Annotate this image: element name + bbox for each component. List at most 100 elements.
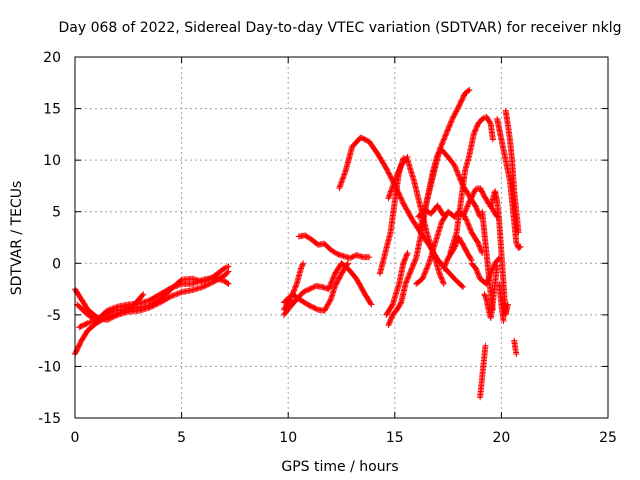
y-axis-title: SDTVAR / TECUs <box>9 181 25 296</box>
series-track-24 <box>494 115 524 251</box>
data-point <box>199 284 206 291</box>
data-point <box>405 273 412 280</box>
data-point <box>387 318 394 325</box>
data-point <box>386 171 393 178</box>
data-point <box>203 282 210 289</box>
data-point <box>463 217 470 224</box>
data-point <box>466 224 473 231</box>
data-point <box>460 284 467 291</box>
data-point <box>461 210 468 217</box>
data-point <box>472 265 479 272</box>
data-point <box>171 283 178 290</box>
data-point <box>170 292 177 299</box>
tick-labels: 0 5 10 15 20 25 -15 -10 -5 0 5 10 15 20 <box>38 50 617 446</box>
data-point <box>422 268 429 275</box>
data-point <box>438 141 445 148</box>
data-point <box>225 268 232 275</box>
data-point <box>170 284 177 291</box>
data-point <box>438 274 445 281</box>
data-point <box>464 219 471 226</box>
data-point <box>471 128 478 135</box>
data-point <box>473 123 480 130</box>
y-tick-label: -10 <box>38 359 61 375</box>
data-point <box>517 243 524 250</box>
data-point <box>437 271 444 278</box>
data-point <box>331 273 338 280</box>
data-point <box>326 283 333 290</box>
series-track-22 <box>479 208 496 313</box>
data-point <box>344 260 351 267</box>
data-point <box>344 261 351 268</box>
series-track-27 <box>502 107 522 236</box>
data-point <box>437 273 444 280</box>
data-point <box>423 265 430 272</box>
series-track-20 <box>440 234 475 272</box>
series-track-8 <box>280 260 351 314</box>
data-point <box>465 222 472 229</box>
data-point <box>332 250 339 257</box>
data-point <box>440 136 447 143</box>
data-point <box>452 164 459 171</box>
data-point <box>191 279 198 286</box>
data-point <box>422 269 429 276</box>
data-point <box>402 253 409 260</box>
data-point <box>443 258 450 265</box>
data-point <box>472 203 479 210</box>
data-point <box>423 266 430 273</box>
x-tick-label: 10 <box>279 430 297 446</box>
data-point <box>438 142 445 149</box>
plot-frame <box>74 56 609 419</box>
data-point <box>301 288 308 295</box>
data-point <box>425 261 432 268</box>
data-point <box>466 87 473 94</box>
data-point <box>504 301 511 308</box>
data-point <box>177 289 184 296</box>
data-point <box>407 269 414 276</box>
data-point <box>452 163 459 170</box>
data-point <box>500 318 507 325</box>
data-point <box>348 254 355 261</box>
data-point <box>402 280 409 287</box>
x-axis-title: GPS time / hours <box>281 459 398 475</box>
data-point <box>471 130 478 137</box>
data-point <box>420 273 427 280</box>
data-point <box>291 287 298 294</box>
y-tick-label: 5 <box>52 205 61 221</box>
data-point <box>386 319 393 326</box>
data-point <box>293 282 300 289</box>
data-point <box>513 351 520 358</box>
y-tick-label: 10 <box>43 153 61 169</box>
data-point <box>400 258 407 265</box>
data-point <box>388 302 395 309</box>
data-point <box>477 244 484 251</box>
data-point <box>439 277 446 284</box>
data-point <box>401 257 408 264</box>
data-point <box>442 261 449 268</box>
x-tick-label: 5 <box>177 430 186 446</box>
data-point <box>397 164 404 171</box>
data-point <box>367 300 374 307</box>
data-point <box>167 293 174 300</box>
series-track-17 <box>447 113 496 256</box>
data-point <box>513 240 520 247</box>
data-point <box>327 280 334 287</box>
data-point <box>441 133 448 140</box>
data-point <box>194 278 201 285</box>
data-point <box>411 258 418 265</box>
data-point <box>84 320 91 327</box>
data-point <box>467 226 474 233</box>
data-point <box>302 287 309 294</box>
data-point <box>330 274 337 281</box>
data-point <box>225 280 232 287</box>
x-tick-label: 0 <box>71 430 80 446</box>
data-point <box>513 239 520 246</box>
data-point <box>309 284 316 291</box>
y-tick-label: 0 <box>52 256 61 272</box>
data-point <box>205 281 212 288</box>
data-point <box>387 173 394 180</box>
data-point <box>440 211 447 218</box>
data-point <box>224 280 231 287</box>
data-point <box>454 168 461 175</box>
data-point <box>306 286 313 293</box>
data-point <box>495 256 502 263</box>
